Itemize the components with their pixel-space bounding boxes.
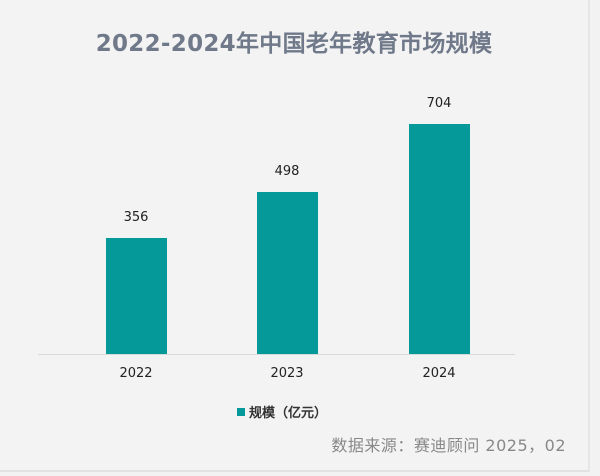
data-source: 数据来源：赛迪顾问 2025，02 (331, 436, 566, 455)
x-axis-line (38, 354, 515, 355)
bar-2024 (409, 124, 470, 354)
legend: 规模（亿元） (237, 402, 327, 421)
x-tick-label-2024: 2024 (422, 366, 456, 381)
chart-title: 2022-2024年中国老年教育市场规模 (95, 31, 493, 57)
bar-2023 (257, 192, 318, 354)
legend-label: 规模（亿元） (249, 406, 328, 421)
bar-2022 (106, 238, 167, 354)
x-tick-label-2022: 2022 (119, 366, 153, 381)
value-label-2023: 498 (274, 164, 300, 179)
chart-frame: 2022-2024年中国老年教育市场规模 356 2022 498 2023 704 20… (0, 0, 590, 472)
value-label-2022: 356 (123, 210, 149, 225)
x-tick-label-2023: 2023 (270, 366, 304, 381)
legend-swatch (237, 407, 245, 416)
value-label-2024: 704 (426, 96, 452, 111)
